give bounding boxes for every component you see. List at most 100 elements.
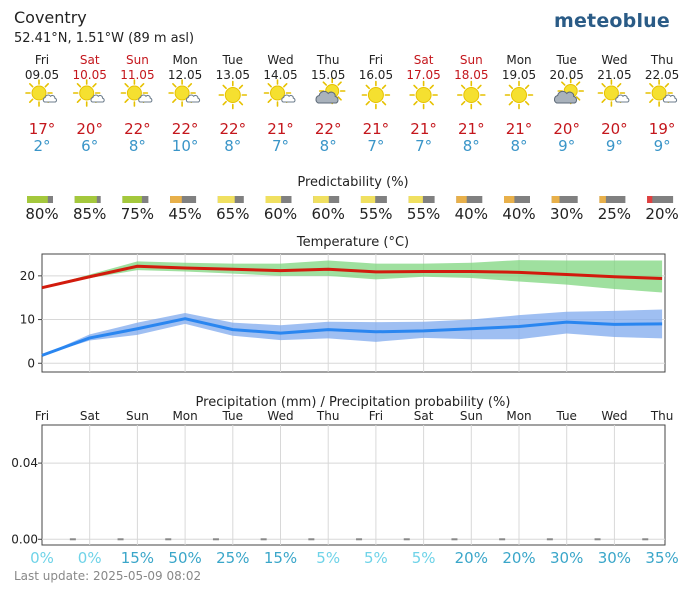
x-tick-label: Wed (601, 409, 627, 423)
cloud-sun-icon (315, 77, 346, 105)
precipitation-probability: 0% (78, 549, 102, 565)
precipitation-probability: 20% (502, 549, 535, 565)
day-name: Fri (369, 53, 383, 67)
x-tick-label: Wed (267, 409, 293, 423)
x-tick-label: Mon (172, 409, 197, 423)
day-date: 18.05 (454, 68, 488, 82)
precipitation-bar (403, 538, 410, 541)
predictability-bar-fill (170, 196, 182, 203)
day-name: Tue (222, 53, 244, 67)
precipitation-probability: 50% (168, 549, 201, 565)
predictability-value: 60% (312, 205, 345, 223)
day-name: Sun (460, 53, 483, 67)
precipitation-title: Precipitation (mm) / Precipitation proba… (196, 395, 511, 410)
predictability-bar-bg (551, 196, 578, 203)
sun-icon (409, 80, 438, 110)
max-temperature: 22° (315, 120, 342, 138)
precipitation-probability: 30% (598, 549, 631, 565)
x-tick-label: Tue (555, 409, 577, 423)
location-coordinates: 52.41°N, 1.51°W (89 m asl) (14, 31, 195, 46)
y-tick-label: 0.04 (11, 456, 38, 470)
predictability-bar-fill (599, 196, 606, 203)
predictability-value: 55% (407, 205, 440, 223)
x-tick-label: Fri (35, 409, 49, 423)
predictability-bar-fill (217, 196, 235, 203)
precipitation-probability: 5% (412, 549, 436, 565)
day-name: Thu (316, 53, 340, 67)
precipitation-bar (69, 538, 76, 541)
max-temperature: 22° (172, 120, 199, 138)
precipitation-probability: 30% (550, 549, 583, 565)
last-update: Last update: 2025-05-09 08:02 (14, 569, 202, 583)
predictability-bar-fill (408, 196, 423, 203)
predictability-value: 40% (455, 205, 488, 223)
precipitation-probability: 15% (121, 549, 154, 565)
min-temperature: 8° (129, 137, 146, 155)
forecast-meteogram: Fri09.0517°2°Sat10.0520°6°Sun11.0522°8°M… (11, 53, 679, 565)
min-temperature: 7° (367, 137, 384, 155)
predictability-bar-fill (456, 196, 467, 203)
day-date: 13.05 (216, 68, 250, 82)
precipitation-probability: 0% (30, 549, 54, 565)
x-tick-label: Sat (414, 409, 434, 423)
temperature-title: Temperature (°C) (296, 235, 409, 250)
sun-cloud-icon (597, 79, 630, 107)
y-tick-label: 0.00 (11, 532, 38, 546)
precipitation-bar (165, 538, 172, 541)
predictability-title: Predictability (%) (297, 175, 408, 190)
predictability-value: 75% (121, 205, 154, 223)
predictability-bar-fill (313, 196, 329, 203)
sun-cloud-icon (25, 79, 57, 107)
day-date: 20.05 (550, 68, 584, 82)
precipitation-plot-frame (41, 424, 666, 546)
min-temperature: 9° (558, 137, 575, 155)
predictability-bar-fill (265, 196, 282, 203)
meteoblue-logo[interactable]: meteoblue (553, 10, 670, 32)
max-temperature: 21° (458, 120, 485, 138)
precipitation-bar (308, 538, 315, 541)
min-temperature: 9° (654, 137, 671, 155)
min-temperature: 8° (224, 137, 241, 155)
x-tick-label: Thu (650, 409, 674, 423)
day-name: Thu (650, 53, 674, 67)
day-name: Sun (126, 53, 149, 67)
precipitation-probability: 20% (455, 549, 488, 565)
max-temperature: 20° (601, 120, 628, 138)
predictability-bar-bg (170, 196, 197, 203)
predictability-bar-fill (122, 196, 142, 203)
precipitation-bar (546, 538, 553, 541)
min-temperature: 8° (510, 137, 527, 155)
day-date: 14.05 (263, 68, 297, 82)
predictability-bar-fill (360, 196, 376, 203)
y-tick-label: 0 (27, 356, 35, 370)
x-tick-label: Tue (222, 409, 244, 423)
min-temperature: 6° (81, 137, 98, 155)
sun-cloud-icon (72, 79, 105, 107)
day-date: 21.05 (597, 68, 631, 82)
max-temperature: 22° (220, 120, 247, 138)
day-name: Fri (35, 53, 49, 67)
sun-cloud-icon (645, 79, 678, 107)
min-temperature: 9° (606, 137, 623, 155)
predictability-value: 60% (264, 205, 297, 223)
day-date: 10.05 (73, 68, 107, 82)
precipitation-bar (212, 538, 219, 541)
predictability-bar-bg (504, 196, 530, 203)
precipitation-probability: 5% (316, 549, 340, 565)
predictability-bar-bg (647, 196, 674, 203)
predictability-bar-fill (551, 196, 560, 203)
predictability-bar-bg (599, 196, 626, 203)
min-temperature: 2° (33, 137, 50, 155)
precipitation-bar (260, 538, 267, 541)
predictability-bar-fill (647, 196, 653, 203)
min-temperature: 8° (320, 137, 337, 155)
predictability-value: 65% (216, 205, 249, 223)
sun-icon (218, 80, 248, 110)
max-temperature: 20° (553, 120, 580, 138)
min-temperature: 7° (272, 137, 289, 155)
max-temperature: 21° (410, 120, 437, 138)
day-name: Tue (555, 53, 577, 67)
predictability-bar-fill (504, 196, 515, 203)
x-tick-label: Fri (369, 409, 383, 423)
sun-cloud-icon (120, 79, 153, 107)
